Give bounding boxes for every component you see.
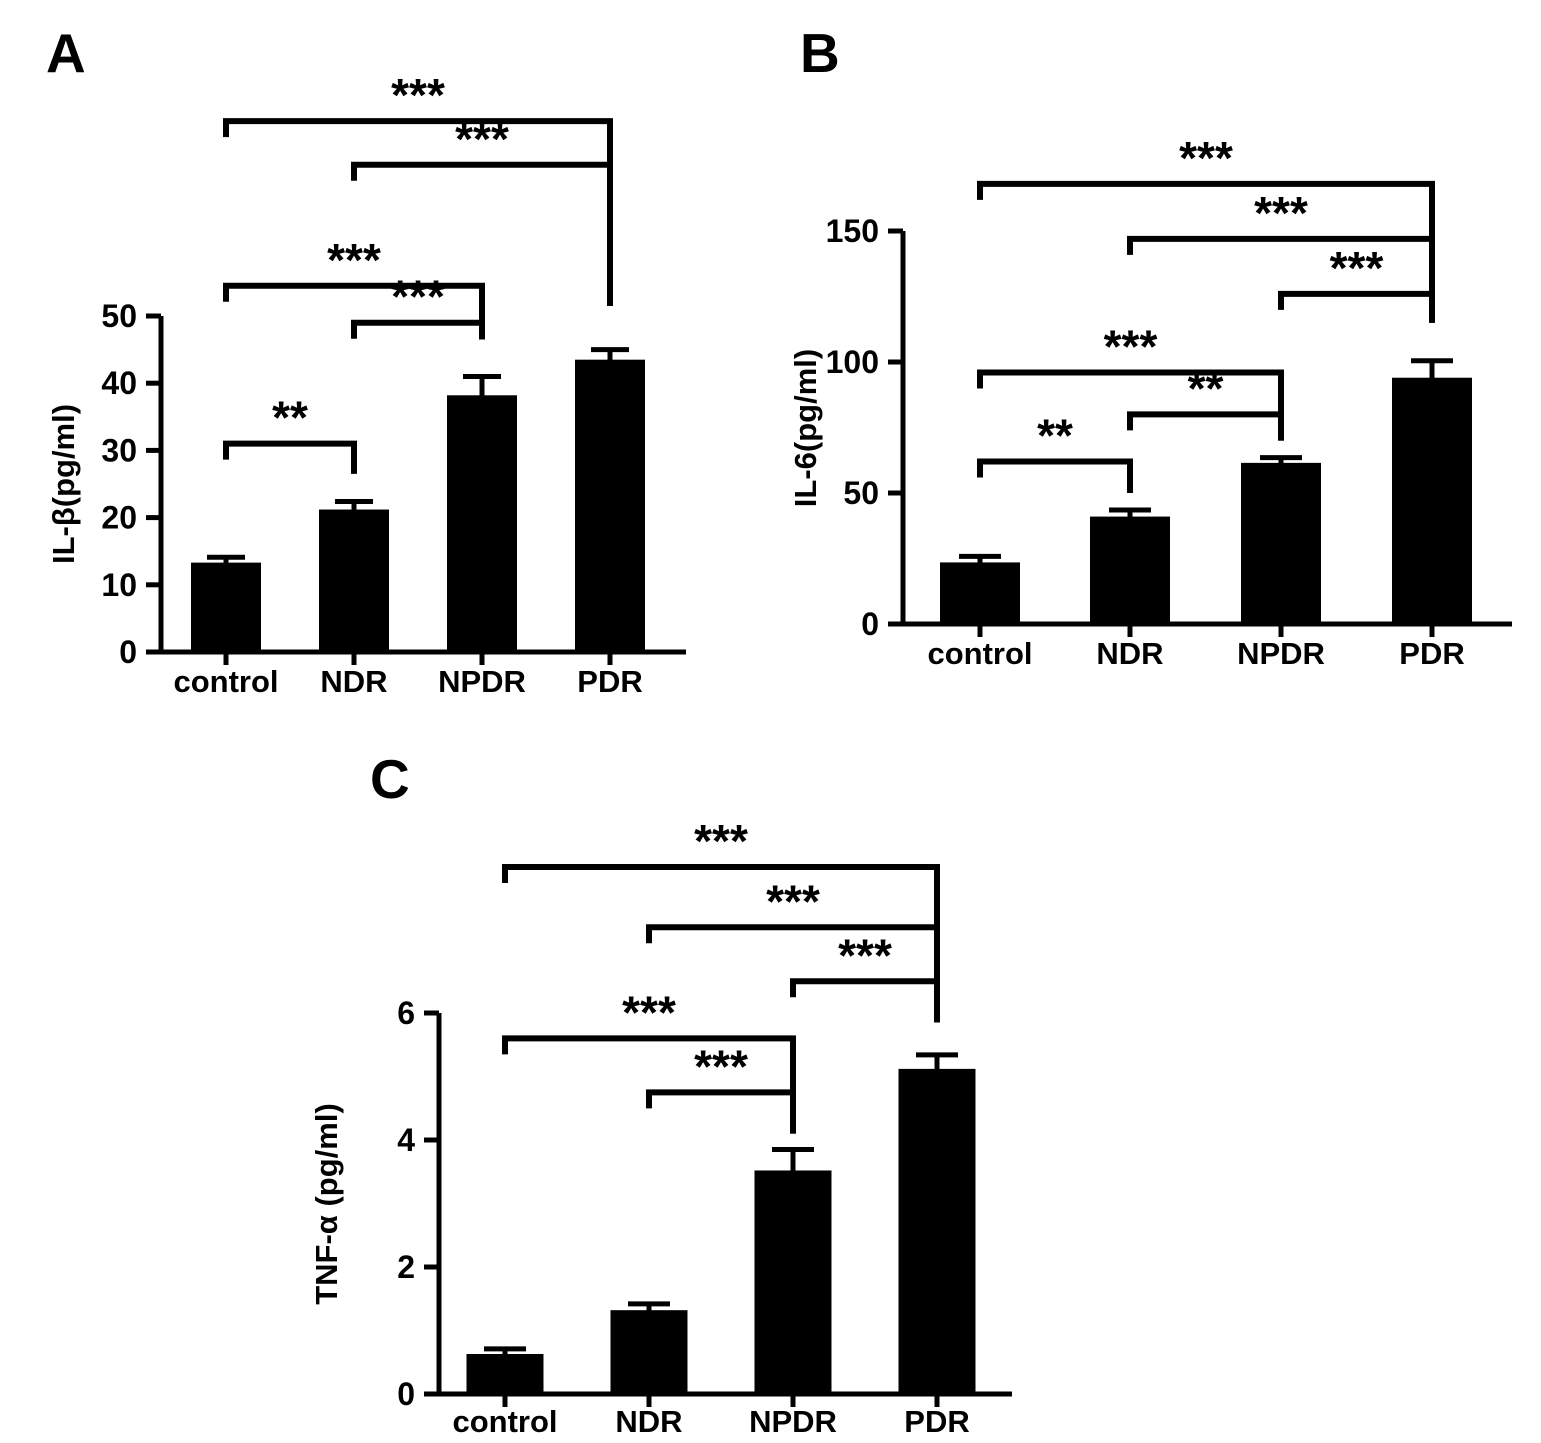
y-tick-label-10: 10 bbox=[101, 567, 137, 603]
sig-bracket-NDR-PDR bbox=[646, 924, 940, 1023]
error-bar-NPDR bbox=[1260, 455, 1302, 464]
sig-label-control-NPDR: *** bbox=[1104, 320, 1158, 372]
bar-PDR bbox=[898, 1068, 976, 1394]
category-label-NPDR: NPDR bbox=[438, 664, 526, 699]
y-tick-label-2: 2 bbox=[397, 1249, 415, 1285]
y-axis-label: IL-β(pg/ml) bbox=[46, 404, 81, 564]
category-label-PDR: PDR bbox=[1399, 636, 1464, 671]
bar-NPDR bbox=[754, 1170, 832, 1394]
category-label-PDR: PDR bbox=[904, 1404, 969, 1439]
category-label-NDR: NDR bbox=[320, 664, 387, 699]
sig-label-NPDR-PDR: *** bbox=[838, 929, 892, 981]
error-bar-NPDR bbox=[772, 1147, 814, 1172]
sig-label-NPDR-PDR: *** bbox=[1330, 242, 1384, 294]
panel-B: B 0 50 100 150 IL-6(pg/ml) control NDR NPDR PDR **… bbox=[788, 22, 1512, 671]
panel-letter-B: B bbox=[800, 22, 840, 84]
error-bar-PDR bbox=[916, 1052, 958, 1070]
y-axis-label: IL-6(pg/ml) bbox=[788, 349, 823, 507]
bar-NDR bbox=[610, 1310, 688, 1394]
sig-label-NDR-PDR: *** bbox=[1254, 187, 1308, 239]
bar-NPDR bbox=[447, 395, 517, 652]
bar-control bbox=[940, 562, 1020, 624]
bar-control bbox=[466, 1353, 544, 1394]
sig-bracket-NDR-NPDR bbox=[351, 319, 485, 340]
sig-bracket-NDR-PDR bbox=[1127, 235, 1435, 323]
sig-bracket-control-NPDR bbox=[502, 1035, 796, 1134]
sig-label-control-PDR: *** bbox=[694, 815, 748, 867]
sig-bracket-NPDR-PDR bbox=[1278, 290, 1435, 323]
y-tick-label-100: 100 bbox=[826, 344, 879, 380]
category-label-NDR: NDR bbox=[615, 1404, 682, 1439]
sig-bracket-control-PDR bbox=[502, 863, 940, 1023]
sig-bracket-NDR-NPDR bbox=[1127, 411, 1284, 441]
error-bar-NDR bbox=[1109, 507, 1151, 518]
panel-letter-C: C bbox=[370, 748, 410, 810]
y-tick-label-0: 0 bbox=[119, 634, 137, 670]
sig-bracket-NDR-NPDR bbox=[646, 1089, 796, 1134]
panel-C: C 0 2 4 6 TNF-α (pg/ml) control NDR NPDR PDR *** **… bbox=[309, 748, 1012, 1439]
sig-bracket-control-NDR bbox=[977, 458, 1133, 493]
bar-NPDR bbox=[1241, 462, 1321, 624]
sig-bracket-control-NPDR bbox=[223, 282, 485, 340]
error-bar-NDR bbox=[335, 498, 373, 511]
category-label-control: control bbox=[173, 664, 278, 699]
sig-label-NDR-NPDR: *** bbox=[391, 271, 445, 323]
sig-bracket-control-NPDR bbox=[977, 369, 1284, 441]
sig-label-NDR-NPDR: *** bbox=[694, 1040, 748, 1092]
y-tick-label-30: 30 bbox=[101, 432, 137, 468]
sig-bracket-control-NDR bbox=[223, 440, 357, 474]
category-label-PDR: PDR bbox=[577, 664, 642, 699]
sig-label-control-NPDR: *** bbox=[622, 986, 676, 1038]
panel-A: A 0 10 20 30 40 50 IL-β(pg/ml) control NDR NPDR PDR… bbox=[46, 22, 686, 699]
error-bar-control bbox=[959, 553, 1001, 564]
y-tick-label-0: 0 bbox=[861, 606, 879, 642]
y-tick-label-150: 150 bbox=[826, 213, 879, 249]
error-bar-PDR bbox=[591, 347, 629, 361]
category-label-control: control bbox=[927, 636, 1032, 671]
error-bar-control bbox=[207, 554, 245, 564]
y-tick-label-40: 40 bbox=[101, 365, 137, 401]
sig-label-NDR-PDR: *** bbox=[766, 875, 820, 927]
sig-bracket-control-PDR bbox=[977, 180, 1435, 323]
sig-label-control-NDR: ** bbox=[272, 392, 308, 444]
category-label-control: control bbox=[452, 1404, 557, 1439]
sig-bracket-control-PDR bbox=[223, 118, 613, 306]
panel-letter-A: A bbox=[46, 22, 86, 84]
error-bar-NPDR bbox=[463, 373, 501, 397]
y-tick-label-6: 6 bbox=[397, 995, 415, 1031]
error-bar-PDR bbox=[1411, 358, 1453, 379]
bar-NDR bbox=[1090, 516, 1170, 624]
category-label-NPDR: NPDR bbox=[1237, 636, 1325, 671]
bar-control bbox=[191, 562, 261, 652]
sig-label-control-NDR: ** bbox=[1037, 410, 1073, 462]
category-label-NDR: NDR bbox=[1096, 636, 1163, 671]
category-label-NPDR: NPDR bbox=[749, 1404, 837, 1439]
error-bar-NDR bbox=[628, 1301, 670, 1312]
bar-PDR bbox=[575, 359, 645, 652]
y-tick-label-50: 50 bbox=[843, 475, 879, 511]
y-tick-label-0: 0 bbox=[397, 1376, 415, 1412]
y-axis-label: TNF-α (pg/ml) bbox=[309, 1103, 344, 1305]
bar-PDR bbox=[1392, 377, 1472, 624]
bar-NDR bbox=[319, 509, 389, 652]
sig-label-control-PDR: *** bbox=[1179, 132, 1233, 184]
y-tick-label-50: 50 bbox=[101, 298, 137, 334]
y-tick-label-4: 4 bbox=[397, 1122, 415, 1158]
error-bar-control bbox=[484, 1346, 526, 1355]
y-tick-label-20: 20 bbox=[101, 500, 137, 536]
sig-label-control-NPDR: *** bbox=[327, 234, 381, 286]
sig-label-control-PDR: *** bbox=[391, 69, 445, 121]
sig-bracket-NPDR-PDR bbox=[790, 978, 940, 1023]
